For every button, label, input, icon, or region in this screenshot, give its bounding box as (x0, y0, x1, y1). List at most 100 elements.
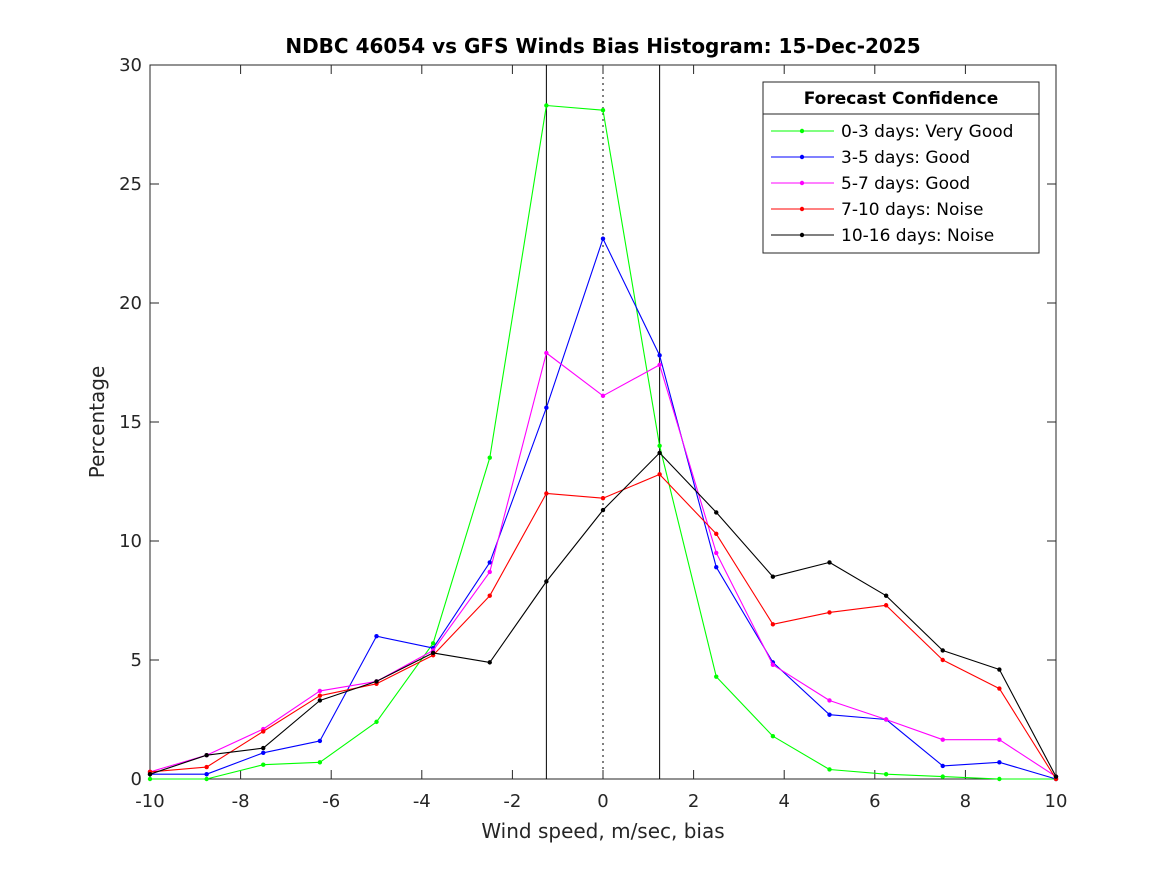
data-point (487, 593, 492, 598)
x-tick-labels: -10 -8 -6 -4 -2 0 2 4 6 8 10 (135, 791, 1067, 812)
data-point (600, 495, 606, 501)
data-point (544, 405, 549, 410)
data-point (997, 737, 1002, 742)
data-point (770, 622, 776, 627)
data-point (1053, 774, 1059, 779)
x-tick-label: 10 (1045, 791, 1068, 812)
series-5 (147, 450, 1059, 779)
x-tick-label: -8 (232, 791, 250, 812)
data-point (487, 569, 492, 575)
y-tick-labels: 0 5 10 15 20 25 30 (119, 55, 142, 790)
data-point (657, 362, 662, 368)
legend-swatch-marker (799, 180, 805, 186)
legend-swatch-marker (799, 232, 805, 238)
y-tick-label: 5 (131, 650, 142, 671)
data-point (600, 393, 606, 399)
y-tick-label: 25 (119, 174, 142, 195)
data-point (827, 560, 832, 565)
data-point (317, 738, 323, 744)
chart-title: NDBC 46054 vs GFS Winds Bias Histogram: … (285, 34, 920, 58)
legend: Forecast Confidence 0-3 days: Very Good 3… (762, 81, 1040, 254)
data-point (770, 733, 776, 739)
data-point (883, 593, 889, 598)
y-tick-label: 15 (119, 412, 142, 433)
legend-swatch-marker (799, 128, 805, 134)
data-point (600, 236, 606, 241)
data-point (657, 353, 662, 358)
legend-label: 3-5 days: Good (841, 148, 970, 168)
data-point (147, 772, 153, 777)
data-point (147, 776, 153, 782)
legend-label: 7-10 days: Noise (841, 200, 983, 220)
data-point (714, 550, 719, 556)
data-point (883, 603, 889, 608)
data-point (204, 776, 209, 782)
y-tick-label: 10 (119, 531, 142, 552)
series-1 (147, 103, 1059, 782)
data-point (317, 693, 323, 698)
data-point (487, 560, 492, 565)
data-point (940, 657, 945, 663)
legend-entry: 7-10 days: Noise (771, 200, 983, 220)
data-point (204, 772, 209, 777)
data-point (770, 662, 776, 667)
data-point (261, 729, 266, 734)
data-point (940, 648, 945, 653)
data-point (261, 762, 266, 767)
x-tick-label: 2 (688, 791, 699, 812)
data-point (544, 579, 549, 584)
data-point (714, 674, 719, 679)
legend-label: 10-16 days: Noise (841, 226, 994, 246)
data-point (374, 719, 379, 725)
legend-entries: 0-3 days: Very Good 3-5 days: Good 5-7 day… (771, 122, 1013, 246)
legend-entry: 10-16 days: Noise (771, 226, 994, 246)
data-point (940, 737, 945, 742)
data-point (714, 531, 719, 537)
data-point (657, 472, 662, 477)
data-point (827, 610, 832, 615)
data-point (940, 774, 945, 779)
y-axis-label: Percentage (85, 366, 109, 479)
data-point (430, 650, 436, 656)
x-tick-label: 4 (778, 791, 789, 812)
y-tick-label: 20 (119, 293, 142, 314)
reference-lines (545, 65, 661, 779)
data-point (261, 750, 266, 756)
data-point (827, 712, 832, 717)
data-point (714, 564, 719, 570)
data-point (600, 108, 606, 113)
data-point (827, 698, 832, 703)
data-point (657, 443, 662, 448)
data-point (374, 679, 379, 684)
data-point (657, 450, 662, 456)
x-tick-label: -4 (413, 791, 431, 812)
data-point (317, 688, 323, 694)
data-point (544, 350, 549, 356)
legend-entry: 5-7 days: Good (771, 174, 970, 194)
data-point (317, 760, 323, 765)
legend-swatch-marker (799, 154, 805, 160)
data-point (317, 698, 323, 703)
legend-entry: 0-3 days: Very Good (771, 122, 1013, 142)
data-point (997, 776, 1002, 782)
data-point (487, 455, 492, 460)
data-point (261, 745, 266, 751)
legend-label: 0-3 days: Very Good (841, 122, 1013, 142)
data-point (883, 717, 889, 722)
legend-label: 5-7 days: Good (841, 174, 970, 194)
data-point (997, 760, 1002, 765)
data-point (600, 507, 606, 513)
data-point (430, 641, 436, 646)
x-tick-label: 8 (960, 791, 971, 812)
x-tick-label: 6 (869, 791, 880, 812)
data-point (544, 491, 549, 496)
data-point (770, 574, 776, 579)
x-tick-label: 0 (597, 791, 608, 812)
data-point (374, 634, 379, 639)
data-point (204, 753, 209, 758)
data-point (714, 510, 719, 515)
data-point (487, 660, 492, 665)
x-tick-label: -2 (503, 791, 521, 812)
data-point (544, 103, 549, 108)
